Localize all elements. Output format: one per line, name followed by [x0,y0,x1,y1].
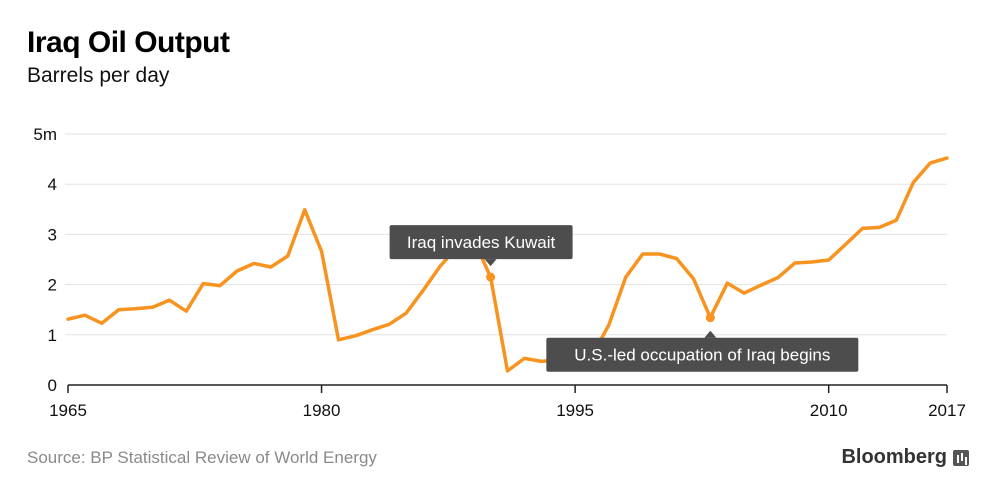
x-tick-label: 2017 [928,401,966,420]
chart-subtitle: Barrels per day [27,64,170,87]
x-axis: 1965 1980 1995 2010 2017 [49,384,966,420]
annotation-1: U.S.-led occupation of Iraq begins [546,313,859,372]
annotation-pointer [484,259,497,267]
y-tick-label: 2 [48,276,57,295]
annotation-text: Iraq invades Kuwait [407,233,556,252]
annotation-box [389,225,573,260]
x-tick-label: 1965 [49,401,87,420]
series-layer [66,156,949,373]
source-note: Source: BP Statistical Review of World E… [27,448,377,467]
annotation-marker [486,272,496,282]
annotation-marker [705,313,715,323]
series-line-0 [66,156,949,373]
annotation-box [546,337,859,372]
y-tick-label: 1 [48,326,57,345]
annotation-text: U.S.-led occupation of Iraq begins [574,346,830,365]
chart-title: Iraq Oil Output [27,26,230,59]
annotations-layer: Iraq invades Kuwait U.S.-led occupation o… [389,225,859,372]
y-axis-labels: 0 1 2 3 4 5m [33,125,57,395]
x-tick-label: 1980 [303,401,341,420]
y-tick-label: 3 [48,225,57,244]
bloomberg-terminal-icon [953,449,969,466]
annotation-0: Iraq invades Kuwait [389,225,573,282]
x-tick-label: 1995 [556,401,594,420]
brand-name: Bloomberg [841,446,947,468]
y-tick-label: 4 [48,175,57,194]
x-tick-label: 2010 [810,401,848,420]
annotation-pointer [704,330,717,338]
y-tick-label: 5m [33,125,57,144]
y-tick-label: 0 [48,376,57,395]
brand-logo: Bloomberg [841,446,969,469]
